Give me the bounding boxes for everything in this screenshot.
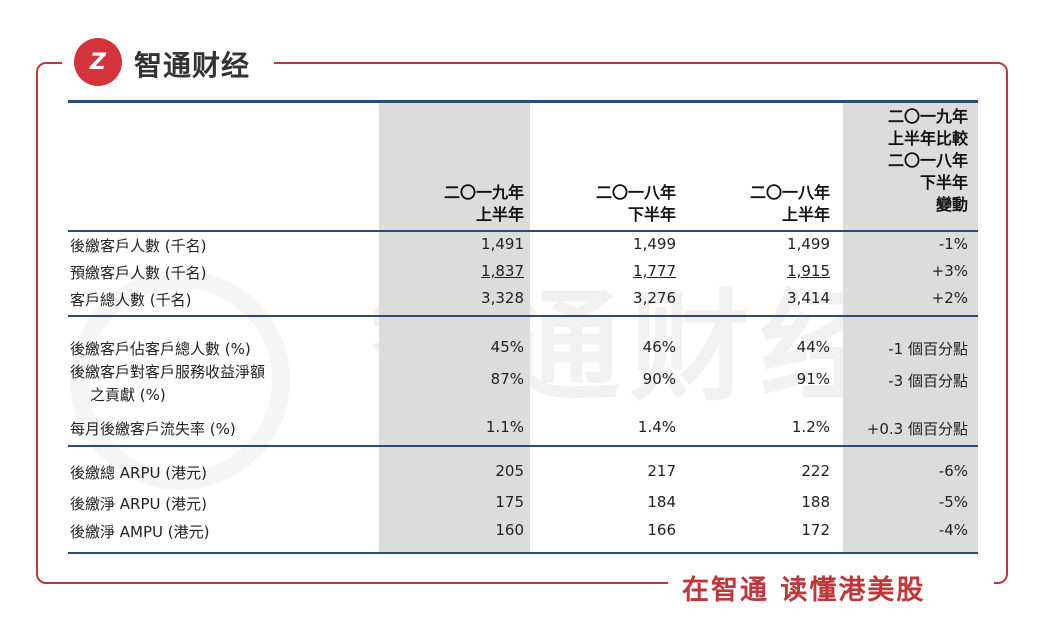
table-cell: 1,499	[633, 235, 676, 253]
table-cell: 91%	[796, 370, 830, 388]
row-label: 後繳淨 AMPU (港元)	[70, 523, 210, 541]
header-col4: 二〇一九年 上半年比較 二〇一八年 下半年 變動	[887, 107, 968, 214]
table-cell: 166	[647, 521, 676, 539]
header-col3: 二〇一八年 上半年	[749, 183, 830, 224]
table-cell: -4%	[938, 521, 968, 539]
table-cell: 1.1%	[485, 418, 524, 436]
shaded-column-4	[843, 103, 978, 553]
table-cell: 3,414	[787, 289, 830, 307]
table-cell: 1.2%	[791, 418, 830, 436]
table-cell: +2%	[931, 289, 968, 307]
row-label: 後繳客戶人數 (千名)	[70, 237, 207, 255]
table-cell: 160	[495, 521, 524, 539]
table-cell: 44%	[796, 338, 830, 356]
brand-logo-icon: Z	[74, 38, 122, 86]
row-label: 後繳客戶對客戶服務收益淨額	[70, 363, 266, 381]
content-frame	[36, 62, 1008, 584]
table-cell: 1.4%	[637, 418, 676, 436]
table-cell: 87%	[490, 370, 524, 388]
table-cell: 184	[647, 493, 676, 511]
header-col1: 二〇一九年 上半年	[443, 183, 524, 224]
table-cell: 1,777	[633, 262, 676, 280]
table-cell: 172	[801, 521, 830, 539]
table-cell: -1 個百分點	[888, 340, 968, 358]
table-cell: 3,328	[481, 289, 524, 307]
shaded-column-1	[379, 103, 530, 553]
table-cell: -1%	[938, 235, 968, 253]
row-label: 後繳總 ARPU (港元)	[70, 464, 207, 482]
table-cell: 1,837	[481, 262, 524, 280]
slogan: 在智通 读懂港美股	[682, 575, 926, 606]
header-col2: 二〇一八年 下半年	[595, 183, 676, 224]
row-label: 每月後繳客戶流失率 (%)	[70, 420, 236, 438]
row-label: 後繳淨 ARPU (港元)	[70, 495, 207, 513]
table-cell: 205	[495, 462, 524, 480]
table-cell: +3%	[931, 262, 968, 280]
table-cell: 217	[647, 462, 676, 480]
table-cell: 175	[495, 493, 524, 511]
table-cell: 1,499	[787, 235, 830, 253]
table-cell: +0.3 個百分點	[866, 420, 968, 438]
table-cell: 1,491	[481, 235, 524, 253]
table-cell: -6%	[938, 462, 968, 480]
table-cell: -5%	[938, 493, 968, 511]
brand-name: 智通财经	[134, 49, 251, 82]
row-label: 後繳客戶佔客戶總人數 (%)	[70, 340, 251, 358]
table-cell: 188	[801, 493, 830, 511]
row-label: 客戶總人數 (千名)	[70, 291, 192, 309]
table-cell: 46%	[642, 338, 676, 356]
row-label-cont: 之貢獻 (%)	[90, 386, 166, 404]
table-cell: 3,276	[633, 289, 676, 307]
table-cell: 222	[801, 462, 830, 480]
table-cell: 45%	[490, 338, 524, 356]
table-cell: 1,915	[787, 262, 830, 280]
row-label: 預繳客戶人數 (千名)	[70, 264, 207, 282]
table-cell: 90%	[642, 370, 676, 388]
table-cell: -3 個百分點	[888, 372, 968, 390]
